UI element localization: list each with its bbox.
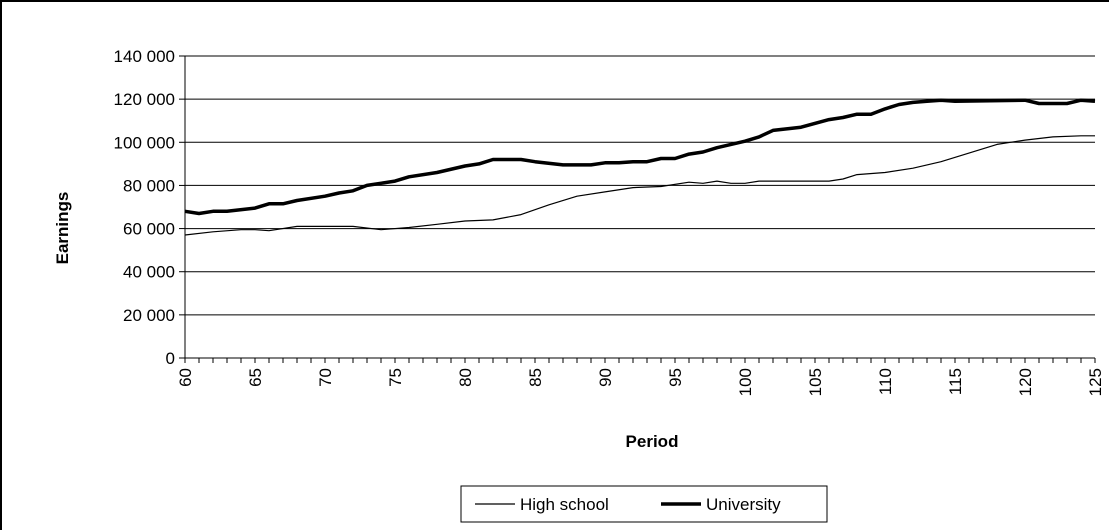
y-axis-title: Earnings [53,192,72,265]
x-tick-label: 85 [526,368,545,387]
legend: High school University [460,485,828,523]
x-tick-label: 125 [1086,368,1105,396]
y-tick-label: 40 000 [123,263,175,282]
series-lines [184,98,1096,236]
y-tick-label: 20 000 [123,306,175,325]
x-tick-label: 75 [386,368,405,387]
gridlines [185,55,1095,316]
series-line-high-school [184,135,1095,236]
x-tick-labels: 60 65 70 75 80 85 90 95 100 105 110 115 120 125 [176,368,1105,396]
x-tick-label: 120 [1016,368,1035,396]
x-tick-label: 115 [946,368,965,395]
series-line-university [184,98,1096,216]
x-tick-label: 110 [876,368,895,395]
x-tick-label: 90 [596,368,615,387]
x-tick-label: 60 [176,368,195,387]
x-tick-label: 65 [246,368,265,387]
x-tick-label: 100 [736,368,755,396]
y-tick-label: 140 000 [114,47,175,66]
x-axis-title: Period [626,432,679,451]
x-tick-label: 105 [806,368,825,396]
x-tick-label: 70 [316,368,335,387]
y-tick-label: 100 000 [114,133,175,152]
y-tick-label: 60 000 [123,220,175,239]
y-tick-labels: 0 20 000 40 000 60 000 80 000 100 000 120 000 1… [114,47,175,368]
y-tick-label: 80 000 [123,176,175,195]
axes [179,55,1096,363]
legend-label-university: University [706,495,781,514]
y-tick-label: 120 000 [114,90,175,109]
legend-label-high-school: High school [520,495,609,514]
x-tick-label: 95 [666,368,685,387]
x-tick-label: 80 [456,368,475,387]
legend-box [460,485,828,523]
y-tick-label: 0 [166,349,175,368]
